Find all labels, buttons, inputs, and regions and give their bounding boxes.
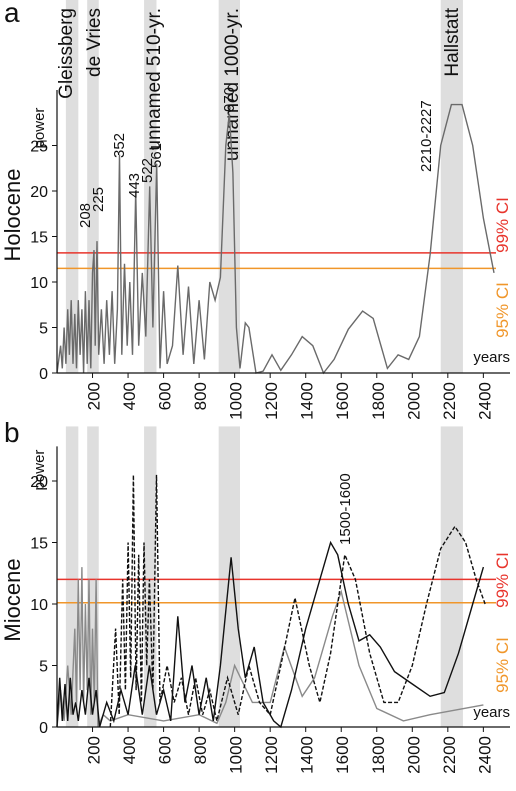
peak-label: 970 <box>221 87 238 112</box>
panel-letter: b <box>4 417 20 448</box>
x-tick-label: 1600 <box>333 736 352 774</box>
peak-label: 208 <box>77 203 94 228</box>
x-tick-label: 1400 <box>298 736 317 774</box>
x-tick-label: 200 <box>85 736 104 764</box>
x-tick-label: 1800 <box>369 382 388 420</box>
band-label: Gleissberg <box>56 8 77 99</box>
band-label: Hallstatt <box>442 7 463 76</box>
x-tick-label: 1200 <box>262 382 281 420</box>
y-tick-label: 5 <box>39 659 48 676</box>
x-tick-label: 2200 <box>440 736 459 774</box>
power-spectrum <box>109 474 486 728</box>
era-label: Holocene <box>0 169 25 262</box>
ci-label: 99% CI <box>493 552 512 608</box>
x-tick-label: 1800 <box>369 736 388 774</box>
x-tick-label: 600 <box>156 382 175 410</box>
peak-label: 2210-2227 <box>418 100 435 172</box>
ci-label: 95% CI <box>493 637 512 693</box>
y-tick-label: 10 <box>30 275 48 292</box>
period-band <box>440 426 463 727</box>
x-tick-label: 2400 <box>475 736 494 774</box>
y-tick-label: 20 <box>30 184 48 201</box>
x-axis-label: years <box>473 349 510 366</box>
x-axis-label: years <box>473 704 510 721</box>
power-spectrum <box>56 103 495 375</box>
x-tick-label: 1600 <box>333 382 352 420</box>
peak-label: 225 <box>90 187 107 212</box>
x-tick-label: 1200 <box>262 736 281 774</box>
panel-letter: a <box>4 0 20 28</box>
x-tick-label: 2000 <box>404 382 423 420</box>
ci-label: 99% CI <box>493 197 512 253</box>
peak-label: 352 <box>111 133 128 158</box>
era-label: Miocene <box>0 558 25 641</box>
y-tick-label: 15 <box>30 536 48 553</box>
y-tick-label: 20 <box>30 474 48 491</box>
x-tick-label: 400 <box>120 382 139 410</box>
period-band <box>87 0 99 373</box>
y-tick-label: 10 <box>30 597 48 614</box>
band-label: unnamed 510-yr. <box>144 8 165 151</box>
peak-label: 561 <box>148 143 165 168</box>
power-spectrum <box>56 540 485 729</box>
y-tick-label: 0 <box>39 366 48 383</box>
y-axis-label: power <box>31 108 48 149</box>
y-tick-label: 25 <box>30 139 48 156</box>
x-tick-label: 600 <box>156 736 175 764</box>
y-tick-label: 5 <box>39 321 48 338</box>
peak-label: 522 <box>139 158 156 183</box>
period-band <box>144 426 157 727</box>
ci-label: 95% CI <box>493 282 512 338</box>
x-tick-label: 1400 <box>298 382 317 420</box>
period-band <box>87 426 99 727</box>
band-label: unnamed 1000-yr. <box>222 8 243 161</box>
x-tick-label: 1000 <box>227 382 246 420</box>
x-tick-label: 800 <box>191 382 210 410</box>
period-band <box>65 0 79 373</box>
peak-label: 443 <box>126 173 143 198</box>
x-tick-label: 1000 <box>227 736 246 774</box>
period-band <box>440 0 463 373</box>
x-tick-label: 400 <box>120 736 139 764</box>
y-tick-label: 15 <box>30 230 48 247</box>
y-tick-label: 0 <box>39 720 48 737</box>
x-tick-label: 2000 <box>404 736 423 774</box>
x-tick-label: 2400 <box>475 382 494 420</box>
peak-label: 1500-1600 <box>337 473 354 545</box>
x-tick-label: 200 <box>85 382 104 410</box>
x-tick-label: 2200 <box>440 382 459 420</box>
y-axis-label: power <box>31 450 48 491</box>
band-label: de Vries <box>84 8 105 77</box>
x-tick-label: 800 <box>191 736 210 764</box>
